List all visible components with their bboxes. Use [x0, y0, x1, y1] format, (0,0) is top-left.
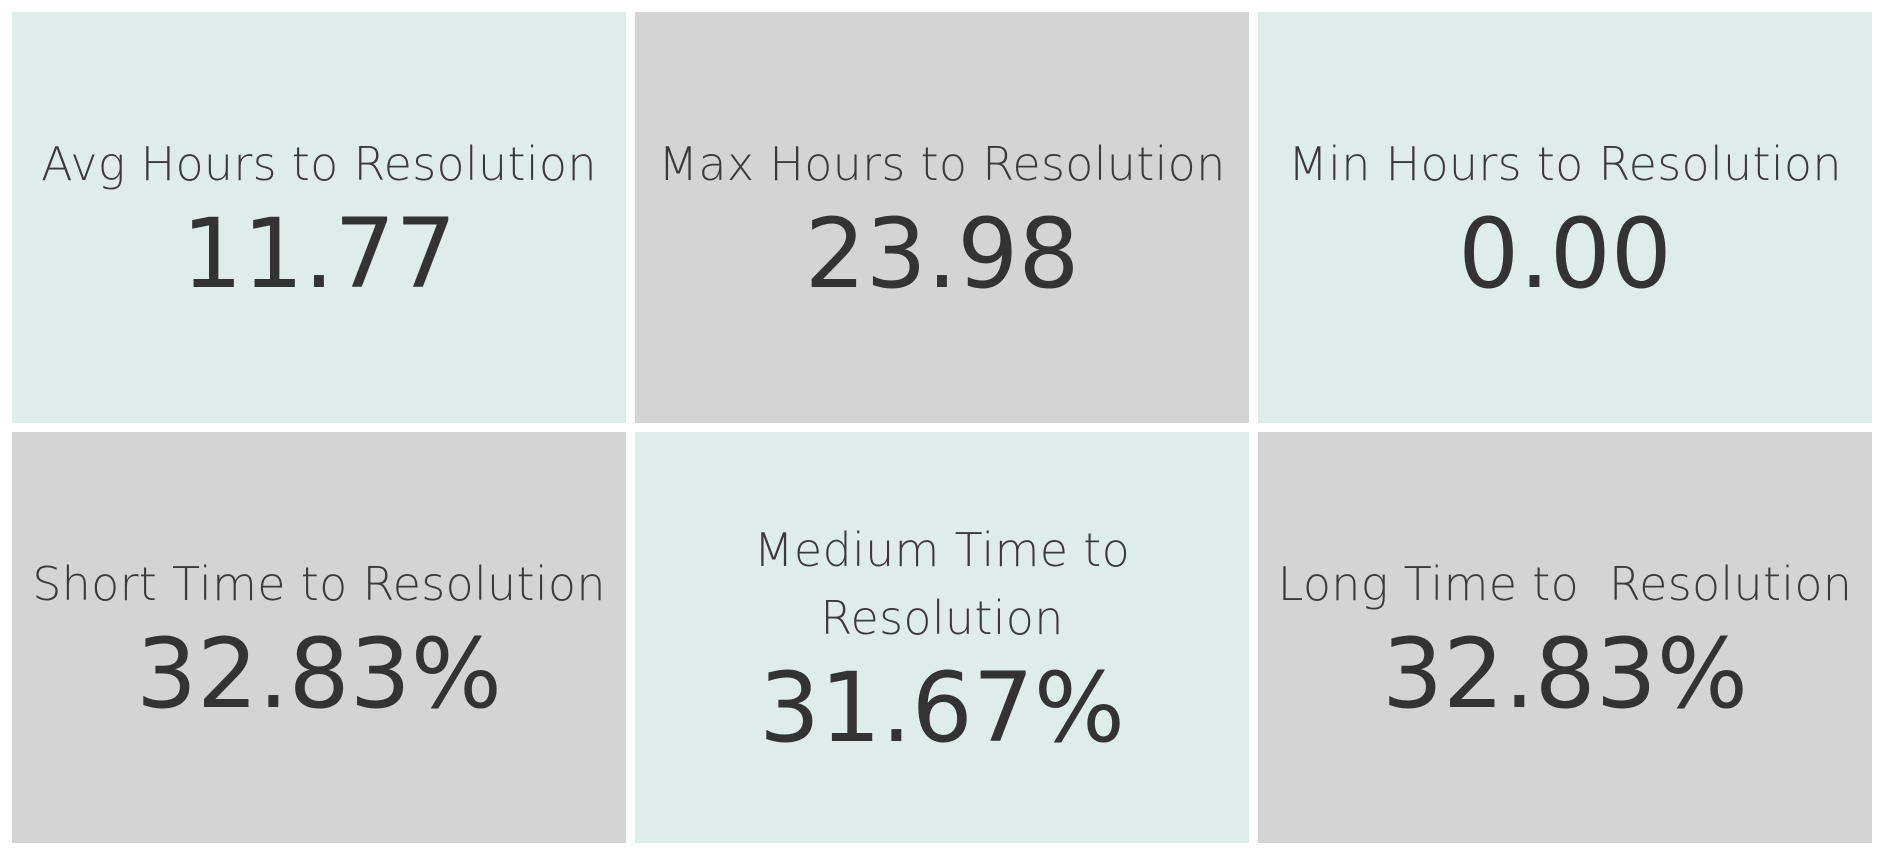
kpi-label-line: Medium Time to	[753, 522, 1131, 577]
kpi-tile-max-hours: Max Hours to Resolution 23.98	[635, 12, 1249, 423]
kpi-label: Max Hours to Resolution	[658, 136, 1226, 191]
kpi-tile-min-hours: Min Hours to Resolution 0.00	[1258, 12, 1872, 423]
kpi-value: 11.77	[181, 197, 457, 310]
kpi-tile-avg-hours: Avg Hours to Resolution 11.77	[12, 12, 626, 423]
kpi-tile-medium-time: Medium Time to Resolution 31.67%	[635, 432, 1249, 843]
kpi-label: Medium Time to Resolution	[754, 516, 1130, 652]
kpi-label: Avg Hours to Resolution	[41, 136, 597, 191]
kpi-value: 31.67%	[758, 651, 1126, 764]
kpi-value: 32.83%	[1381, 617, 1749, 730]
kpi-grid: Avg Hours to Resolution 11.77 Max Hours …	[12, 12, 1872, 843]
kpi-value: 0.00	[1458, 197, 1672, 310]
kpi-label: Long Time to Resolution	[1277, 556, 1853, 611]
kpi-value: 23.98	[804, 197, 1080, 310]
kpi-tile-short-time: Short Time to Resolution 32.83%	[12, 432, 626, 843]
kpi-label-line: Resolution	[820, 590, 1064, 645]
kpi-label: Short Time to Resolution	[32, 556, 606, 611]
kpi-tile-long-time: Long Time to Resolution 32.83%	[1258, 432, 1872, 843]
kpi-value: 32.83%	[135, 617, 503, 730]
kpi-label: Min Hours to Resolution	[1288, 136, 1842, 191]
